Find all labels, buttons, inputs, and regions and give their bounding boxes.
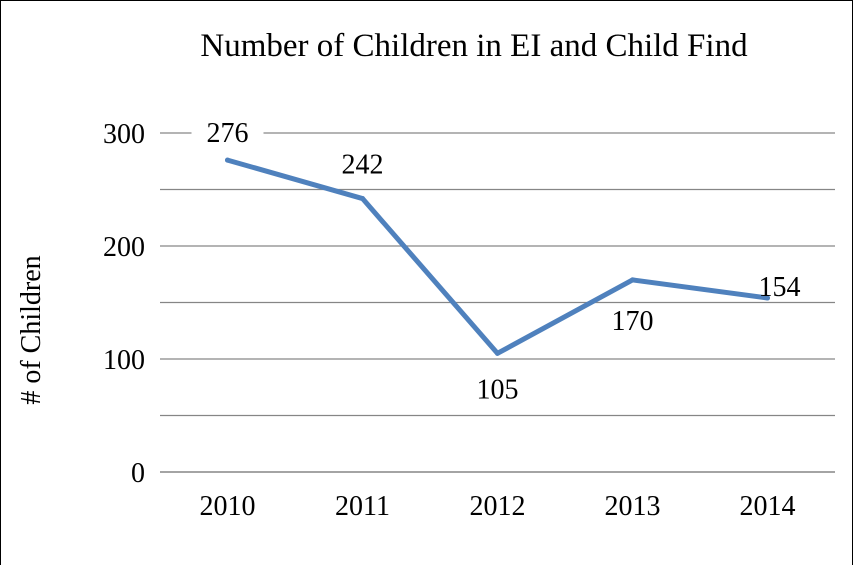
data-point xyxy=(360,196,365,202)
data-point xyxy=(225,157,230,163)
data-point xyxy=(630,277,635,283)
y-tick-label: 300 xyxy=(103,119,145,150)
y-tick-label: 100 xyxy=(103,345,145,376)
gridlines xyxy=(160,132,835,417)
x-tick-label: 2010 xyxy=(200,491,256,522)
x-tick-label: 2014 xyxy=(740,491,796,522)
data-label: 242 xyxy=(342,150,384,181)
data-label: 276 xyxy=(207,118,249,149)
x-tick-label: 2012 xyxy=(470,491,526,522)
x-tick-label: 2011 xyxy=(335,491,390,522)
data-label: 154 xyxy=(759,272,801,303)
x-tick-labels: 2010 2011 2012 2013 2014 xyxy=(200,491,796,522)
y-tick-label: 200 xyxy=(103,232,145,263)
data-label: 170 xyxy=(612,306,654,337)
chart-title: Number of Children in EI and Child Find xyxy=(200,28,748,64)
data-labels: 276 242 105 170 154 xyxy=(191,114,801,405)
x-tick-label: 2013 xyxy=(605,491,661,522)
series xyxy=(225,157,770,356)
y-tick-labels: 0 100 200 300 xyxy=(103,119,145,489)
data-label-bg xyxy=(191,114,264,151)
data-label: 105 xyxy=(477,374,519,405)
data-point xyxy=(765,295,770,301)
data-point xyxy=(495,350,500,356)
y-tick-label: 0 xyxy=(131,458,145,489)
y-axis-label: # of Children xyxy=(16,255,47,404)
